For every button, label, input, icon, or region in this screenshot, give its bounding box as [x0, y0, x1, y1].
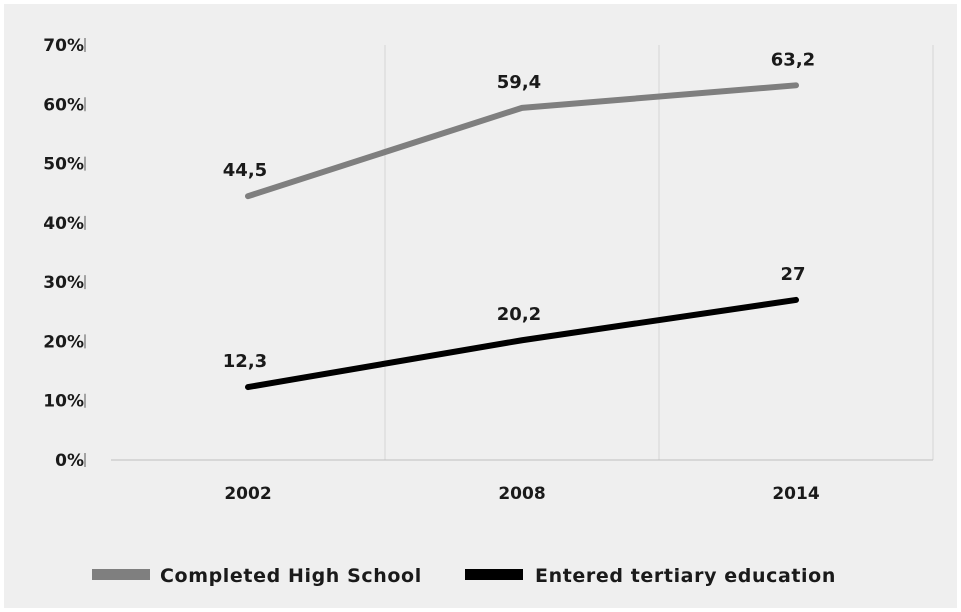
legend-swatch	[465, 569, 523, 580]
x-tick-label: 2008	[498, 484, 545, 504]
chart-container: 0% 10% 20% 30% 40% 50% 60% 70% 2002 2008 2014 44,…	[4, 4, 957, 608]
legend-label: Completed High School	[160, 565, 422, 587]
y-tick-label: 30%	[43, 273, 84, 293]
y-tick-label: 50%	[43, 155, 84, 175]
x-axis: 2002 2008 2014	[111, 459, 933, 504]
legend-swatch	[92, 569, 150, 580]
data-label: 44,5	[223, 160, 267, 181]
legend-label: Entered tertiary education	[535, 565, 836, 587]
y-axis: 0% 10% 20% 30% 40% 50% 60% 70%	[43, 36, 86, 471]
line-chart: 0% 10% 20% 30% 40% 50% 60% 70% 2002 2008 2014 44,…	[43, 36, 934, 587]
series-lines	[245, 82, 799, 391]
x-tick-label: 2014	[772, 484, 819, 504]
x-tick-label: 2002	[224, 484, 271, 504]
gridlines	[384, 45, 934, 460]
data-label: 27	[780, 264, 805, 285]
data-label: 63,2	[771, 49, 815, 70]
y-tick-label: 40%	[43, 214, 84, 234]
data-label: 20,2	[497, 304, 541, 325]
y-tick-label: 70%	[43, 36, 84, 56]
data-label: 12,3	[223, 351, 267, 372]
data-label: 59,4	[497, 72, 541, 93]
y-tick-label: 0%	[55, 451, 84, 471]
series-line	[245, 82, 799, 200]
legend: Completed High School Entered tertiary ed…	[92, 565, 836, 587]
data-labels: 44,5 59,4 63,2 12,3 20,2 27	[223, 49, 815, 372]
y-tick-label: 60%	[43, 95, 84, 115]
y-tick-label: 10%	[43, 392, 84, 412]
y-tick-label: 20%	[43, 332, 84, 352]
series-line	[245, 296, 799, 391]
